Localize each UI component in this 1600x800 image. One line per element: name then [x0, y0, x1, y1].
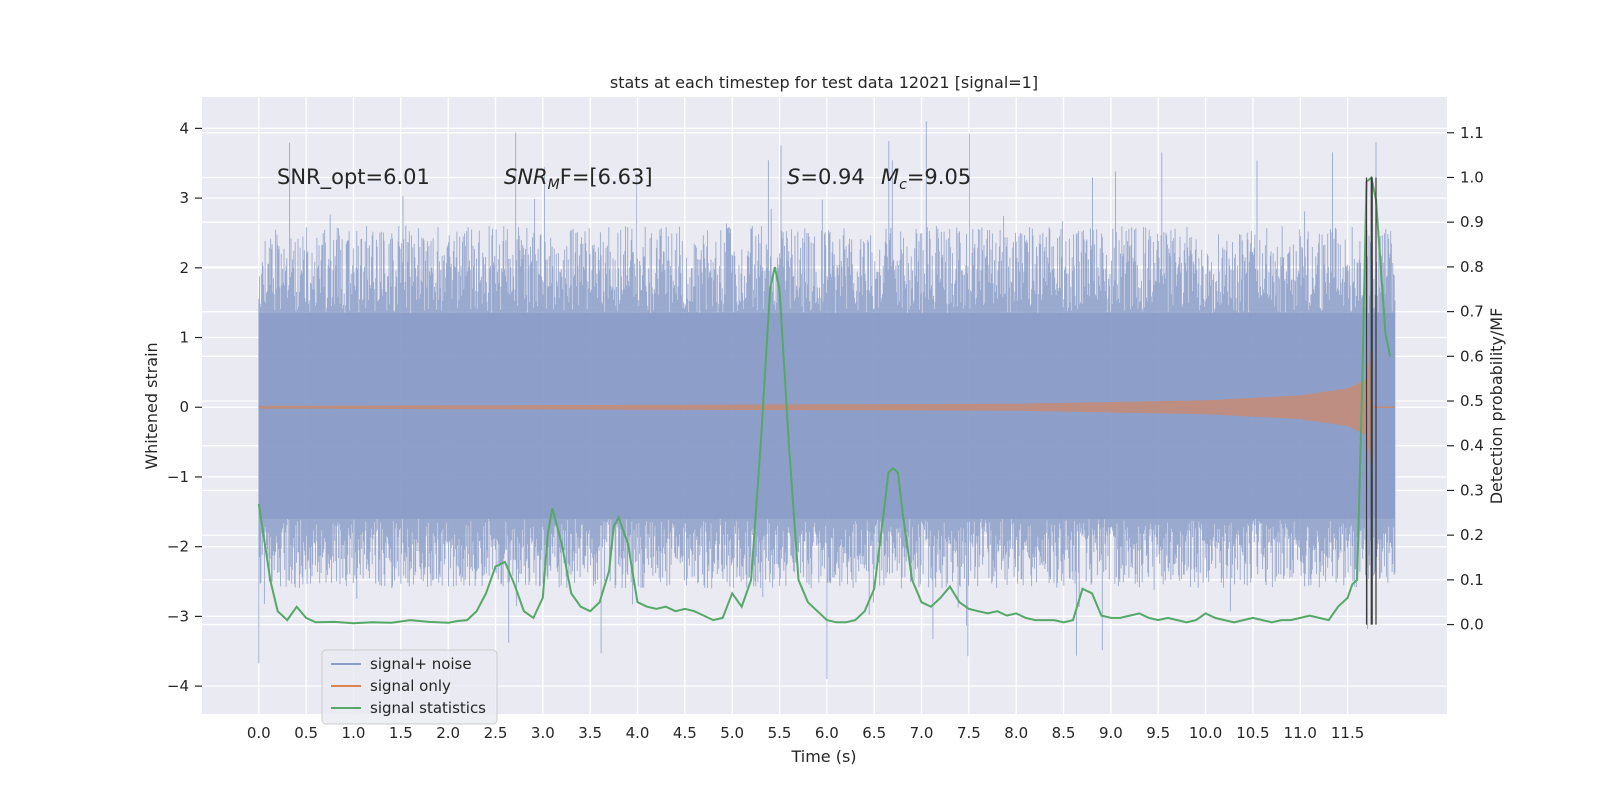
- legend: signal+ noise signal only signal statist…: [321, 649, 498, 725]
- y-right-axis-label: Detection probability/MF: [1487, 308, 1506, 505]
- annotation-mc: Mc=9.05: [881, 165, 971, 193]
- x-tick-label: 7.5: [957, 724, 981, 742]
- y-left-tick-label: 2: [179, 259, 189, 277]
- legend-label-signal-only: signal only: [370, 677, 451, 695]
- y-right-tick-label: 0.1: [1460, 571, 1484, 589]
- x-tick-label: 10.5: [1236, 724, 1269, 742]
- x-tick-label: 4.5: [673, 724, 697, 742]
- y-left-tick-label: −4: [167, 677, 189, 695]
- signal-statistics-line: [257, 175, 1392, 625]
- y-right-tick-label: 1.0: [1460, 168, 1484, 186]
- y-left-tick-label: −3: [167, 607, 189, 625]
- y-left-tick-label: 1: [179, 329, 189, 347]
- x-tick-label: 4.0: [626, 724, 650, 742]
- x-axis-label: Time (s): [790, 747, 856, 766]
- x-tick-label: 2.0: [436, 724, 460, 742]
- x-tick-label: 6.5: [862, 724, 886, 742]
- legend-label-signal-plus-noise: signal+ noise: [370, 655, 472, 673]
- x-tick-label: 2.5: [484, 724, 508, 742]
- x-axis-ticks: 0.0 0.5 1.0 1.5 2.0 2.5 3.0 3.5 4.0 4.5 5.0 5.5 6.0 6…: [247, 724, 1364, 742]
- x-tick-label: 6.0: [815, 724, 839, 742]
- y-right-tick-label: 1.1: [1460, 124, 1484, 142]
- y-right-tick-label: 0.5: [1460, 392, 1484, 410]
- signal-only-envelope: [258, 337, 1373, 477]
- y-right-tick-label: 0.8: [1460, 258, 1484, 276]
- x-tick-label: 5.5: [768, 724, 792, 742]
- x-tick-label: 11.0: [1284, 724, 1317, 742]
- annotation-s: S=0.94: [787, 165, 865, 189]
- y-left-tick-label: 4: [179, 119, 189, 137]
- x-tick-label: 8.0: [1004, 724, 1028, 742]
- series-signal-statistics: [257, 175, 1392, 625]
- x-tick-label: 5.0: [720, 724, 744, 742]
- y-right-tick-label: 0.9: [1460, 213, 1484, 231]
- x-tick-label: 10.0: [1189, 724, 1222, 742]
- y-left-tick-label: 3: [179, 189, 189, 207]
- x-tick-label: 0.0: [247, 724, 271, 742]
- legend-label-signal-statistics: signal statistics: [370, 699, 486, 717]
- y-right-tick-label: 0.2: [1460, 526, 1484, 544]
- y-right-tick-label: 0.3: [1460, 481, 1484, 499]
- x-tick-label: 0.5: [294, 724, 318, 742]
- x-tick-label: 9.0: [1099, 724, 1123, 742]
- y-left-tick-label: −2: [167, 538, 189, 556]
- y-right-tick-label: 0.4: [1460, 437, 1484, 455]
- y-left-axis-label: Whitened strain: [142, 342, 161, 469]
- noise-spikes: [258, 121, 1396, 680]
- y-right-tick-label: 0.7: [1460, 303, 1484, 321]
- x-tick-label: 11.5: [1331, 724, 1364, 742]
- y-right-tick-label: 0.6: [1460, 347, 1484, 365]
- x-tick-label: 1.5: [389, 724, 413, 742]
- legend-box: [321, 649, 498, 725]
- chart-title: stats at each timestep for test data 120…: [610, 73, 1038, 92]
- x-tick-label: 3.5: [578, 724, 602, 742]
- y-right-axis-ticks: 1.1 1.0 0.9 0.8 0.7 0.6 0.5 0.4 0.3 0.2 0.1 0.0: [1447, 124, 1484, 634]
- peak-marker-lines: [1365, 177, 1377, 625]
- y-left-tick-label: −1: [167, 468, 189, 486]
- x-tick-label: 3.0: [531, 724, 555, 742]
- x-tick-label: 1.0: [342, 724, 366, 742]
- x-tick-label: 8.5: [1052, 724, 1076, 742]
- y-left-axis-ticks: 4 3 2 1 0 −1 −2 −3 −4: [167, 119, 202, 695]
- y-right-tick-label: 0.0: [1460, 616, 1484, 634]
- x-tick-label: 9.5: [1146, 724, 1170, 742]
- x-tick-label: 7.0: [910, 724, 934, 742]
- series-signal-plus-noise: [258, 121, 1396, 680]
- y-left-tick-label: 0: [179, 398, 189, 416]
- annotation-snr-mf: SNRMF=[6.63]: [504, 165, 653, 193]
- annotation-snr-opt: SNR_opt=6.01: [277, 165, 430, 190]
